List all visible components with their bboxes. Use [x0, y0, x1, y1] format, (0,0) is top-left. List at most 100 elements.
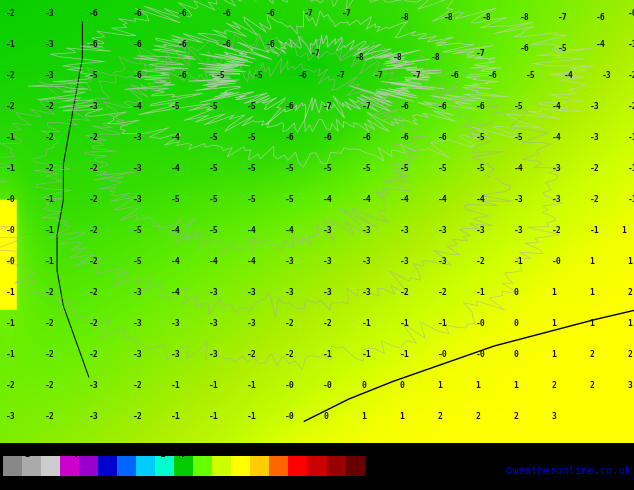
Text: -2: -2	[133, 381, 143, 391]
Text: -2: -2	[590, 195, 599, 204]
Text: -3: -3	[514, 226, 523, 235]
Text: -3: -3	[6, 413, 16, 421]
Text: -3: -3	[209, 288, 219, 297]
Text: -2: -2	[476, 257, 485, 266]
Text: -4: -4	[564, 71, 574, 80]
Text: -6: -6	[437, 102, 447, 111]
Text: -1: -1	[399, 350, 409, 359]
Text: -5: -5	[247, 102, 257, 111]
Text: -36: -36	[54, 480, 67, 486]
Text: -1: -1	[590, 226, 599, 235]
Text: -0: -0	[6, 195, 16, 204]
Text: -7: -7	[342, 9, 352, 18]
Text: 1: 1	[590, 319, 595, 328]
Text: -4: -4	[247, 226, 257, 235]
Text: 2: 2	[590, 381, 595, 391]
Text: -3: -3	[133, 195, 143, 204]
Text: -3: -3	[399, 257, 409, 266]
Text: -1: -1	[247, 413, 257, 421]
Text: -2: -2	[247, 350, 257, 359]
Text: -1: -1	[6, 288, 16, 297]
Text: -4: -4	[171, 288, 181, 297]
Text: -8: -8	[520, 13, 529, 22]
Text: -3: -3	[44, 71, 54, 80]
Text: -1: -1	[6, 40, 16, 49]
Text: -2: -2	[628, 71, 634, 80]
Bar	[79, 457, 98, 476]
Text: -1: -1	[171, 413, 181, 421]
Text: -1: -1	[44, 195, 54, 204]
Bar	[346, 457, 365, 476]
Text: -6: -6	[399, 133, 409, 142]
Text: -2: -2	[44, 288, 54, 297]
Text: -2: -2	[285, 319, 295, 328]
Text: -3: -3	[552, 164, 561, 173]
Text: -3: -3	[399, 226, 409, 235]
Text: -1: -1	[6, 350, 16, 359]
Text: -1: -1	[6, 133, 16, 142]
Text: -2: -2	[133, 413, 143, 421]
Text: 54: 54	[341, 480, 350, 486]
Text: -3: -3	[89, 381, 98, 391]
Text: -3: -3	[133, 350, 143, 359]
Text: -6: -6	[178, 40, 187, 49]
Text: -4: -4	[171, 133, 181, 142]
Text: -6: -6	[89, 9, 98, 18]
Text: 18: 18	[227, 480, 236, 486]
Text: -3: -3	[44, 40, 54, 49]
Text: -4: -4	[399, 195, 409, 204]
Text: 24: 24	[246, 480, 255, 486]
Text: -2: -2	[6, 102, 16, 111]
Text: -6: -6	[266, 9, 276, 18]
Text: 60: 60	[360, 480, 369, 486]
Text: -3: -3	[89, 413, 98, 421]
Text: -2: -2	[89, 257, 98, 266]
Bar	[174, 457, 193, 476]
Text: -3: -3	[437, 226, 447, 235]
Text: -5: -5	[209, 164, 219, 173]
Text: ©weatheronline.co.uk: ©weatheronline.co.uk	[506, 466, 631, 476]
Text: 2: 2	[514, 413, 519, 421]
Text: -2: -2	[44, 102, 54, 111]
Text: -8: -8	[431, 53, 441, 62]
Text: -5: -5	[399, 164, 409, 173]
Text: -1: -1	[323, 350, 333, 359]
Text: -0: -0	[437, 350, 447, 359]
Bar	[288, 457, 307, 476]
Text: -5: -5	[216, 71, 225, 80]
Text: -1: -1	[399, 319, 409, 328]
Text: 0: 0	[514, 288, 519, 297]
Text: 42: 42	[303, 480, 312, 486]
Text: -4: -4	[323, 195, 333, 204]
Text: -8: -8	[355, 53, 365, 62]
Text: -54: -54	[0, 480, 10, 486]
Text: 36: 36	[284, 480, 293, 486]
Text: -6: -6	[285, 133, 295, 142]
Text: -5: -5	[254, 71, 263, 80]
Text: -6: -6	[298, 71, 307, 80]
Text: -2: -2	[399, 288, 409, 297]
Text: -7: -7	[412, 71, 422, 80]
Text: 3: 3	[628, 381, 633, 391]
Text: 0: 0	[514, 350, 519, 359]
Text: -6: -6	[450, 71, 460, 80]
Text: -1: -1	[247, 381, 257, 391]
Text: 6: 6	[191, 480, 195, 486]
Text: 2: 2	[552, 381, 557, 391]
Text: -2: -2	[323, 319, 333, 328]
Text: -5: -5	[209, 195, 219, 204]
Text: -5: -5	[526, 71, 536, 80]
Text: -6: -6	[596, 13, 605, 22]
Text: -2: -2	[552, 226, 561, 235]
Text: -1: -1	[628, 164, 634, 173]
Text: 12: 12	[208, 480, 217, 486]
Text: -1: -1	[44, 257, 54, 266]
Text: -2: -2	[89, 133, 98, 142]
Text: -2: -2	[89, 226, 98, 235]
Text: -7: -7	[374, 71, 384, 80]
Text: -5: -5	[361, 164, 371, 173]
Text: -3: -3	[361, 257, 371, 266]
Text: -5: -5	[209, 102, 219, 111]
Text: -0: -0	[476, 319, 485, 328]
Text: -3: -3	[133, 133, 143, 142]
